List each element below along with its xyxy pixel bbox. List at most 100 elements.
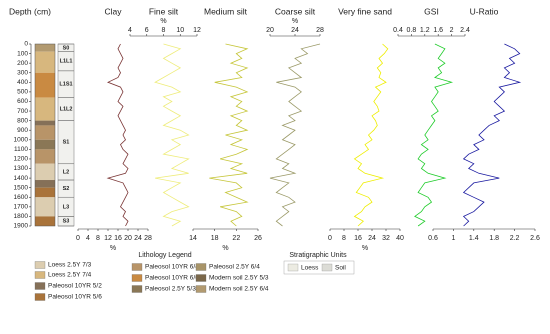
data-line	[462, 43, 522, 227]
data-line	[269, 43, 321, 227]
legend-label: Loess 2.5Y 7/3	[48, 262, 92, 269]
axis-label: %	[292, 18, 298, 25]
depth-tick-label: 1000	[14, 137, 29, 144]
data-line	[353, 43, 389, 227]
legend-label: Paleosol 10YR 5/6	[48, 294, 102, 301]
x-tick-label: 8	[96, 235, 100, 242]
depth-tick-label: 1600	[14, 194, 29, 201]
x-tick-label: 28	[144, 235, 152, 242]
depth-tick-label: 1400	[14, 175, 29, 182]
data-line	[209, 43, 249, 227]
x-tick-label: 28	[316, 27, 324, 34]
units-column	[57, 43, 75, 227]
unit-label: L1L2	[60, 107, 73, 113]
legend-label: Paleosol 10YR 6/6	[145, 275, 199, 282]
depth-tick-label: 1100	[14, 146, 28, 153]
x-tick-label: 40	[396, 235, 404, 242]
x-tick-label: 26	[254, 235, 262, 242]
legend-label: Modern soil 2.5Y 5/3	[209, 275, 269, 282]
legend-swatch	[195, 285, 207, 293]
panel-title: Medium silt	[204, 6, 248, 16]
unit-label: S3	[63, 219, 70, 225]
depth-tick-label: 1500	[14, 184, 29, 191]
legend-swatch	[287, 263, 299, 272]
x-tick-label: 0.6	[428, 235, 438, 242]
legend-label: Paleosol 2.5Y 6/4	[209, 264, 260, 271]
legend-label: Modern soil 2.5Y 6/4	[209, 286, 269, 293]
x-tick-label: 1.4	[469, 235, 479, 242]
panel-title: U-Ratio	[470, 6, 499, 16]
legend-swatch	[131, 285, 143, 293]
x-tick-label: 24	[134, 235, 142, 242]
unit-label: L1L1	[60, 59, 73, 65]
unit-label: S2	[63, 186, 70, 192]
unit-label: L3	[63, 204, 69, 210]
legend-swatch	[34, 282, 46, 290]
unit-label: S0	[63, 45, 70, 51]
x-tick-label: 12	[193, 27, 201, 34]
x-tick-label: 2.2	[510, 235, 520, 242]
unit-label: S1	[63, 140, 70, 146]
lithology-band	[35, 163, 55, 181]
data-line	[414, 43, 454, 227]
legend-title: Lithology Legend	[138, 252, 191, 259]
lithology-band	[35, 44, 55, 52]
x-tick-label: 4	[86, 235, 90, 242]
axis-label: %	[160, 18, 166, 25]
legend-label: Loess	[301, 265, 319, 272]
x-tick-label: 20	[266, 27, 274, 34]
lithology-band	[35, 139, 55, 150]
legend-swatch	[321, 263, 333, 272]
x-tick-label: 8	[162, 27, 166, 34]
lithology-band	[35, 216, 55, 226]
legend-label: Paleosol 10YR 6/4	[145, 264, 199, 271]
x-tick-label: 1.6	[433, 27, 443, 34]
lithology-band	[35, 72, 55, 98]
legend-label: Soil	[335, 265, 346, 272]
legend-label: Loess 2.5Y 7/4	[48, 272, 92, 279]
legend-label: Paleosol 10YR 5/2	[48, 283, 102, 290]
lithology-band	[35, 187, 55, 198]
unit-label: L2	[63, 169, 69, 175]
depth-tick-label: 500	[17, 89, 28, 96]
x-tick-label: 32	[382, 235, 390, 242]
x-tick-label: 14	[189, 235, 197, 242]
x-tick-label: 1.2	[420, 27, 430, 34]
lithology-band	[35, 180, 55, 188]
x-tick-label: 16	[354, 235, 362, 242]
axis-label: %	[222, 245, 228, 252]
x-tick-label: 8	[342, 235, 346, 242]
depth-tick-label: 400	[17, 79, 28, 86]
legend-title: Stratigraphic Units	[289, 252, 347, 259]
lithology-band	[35, 125, 55, 140]
legend-swatch	[195, 274, 207, 282]
x-tick-label: 4	[128, 27, 132, 34]
x-tick-label: 2.4	[460, 27, 470, 34]
panel-title: Clay	[104, 6, 122, 16]
data-line	[106, 43, 129, 227]
legend-label: Paleosol 2.5Y 5/3	[145, 286, 196, 293]
depth-tick-label: 1300	[14, 165, 29, 172]
x-tick-label: 18	[211, 235, 219, 242]
x-tick-label: 0.8	[407, 27, 417, 34]
x-tick-label: 20	[124, 235, 132, 242]
legend-swatch	[131, 274, 143, 282]
legend-swatch	[34, 271, 46, 279]
depth-tick-label: 0	[24, 41, 28, 48]
x-tick-label: 16	[114, 235, 122, 242]
depth-tick-label: 200	[17, 60, 28, 67]
legend-swatch	[34, 261, 46, 269]
x-tick-label: 1	[451, 235, 455, 242]
legend-swatch	[131, 263, 143, 271]
x-tick-label: 0	[76, 235, 80, 242]
x-tick-label: 24	[291, 27, 299, 34]
depth-tick-label: 100	[17, 50, 28, 57]
data-line	[154, 43, 190, 227]
depth-tick-label: 1700	[14, 204, 29, 211]
x-tick-label: 6	[145, 27, 149, 34]
lithology-band	[35, 97, 55, 121]
depth-title: Depth (cm)	[9, 6, 51, 16]
x-tick-label: 0.4	[393, 27, 403, 34]
unit-label: L1S1	[59, 82, 72, 88]
